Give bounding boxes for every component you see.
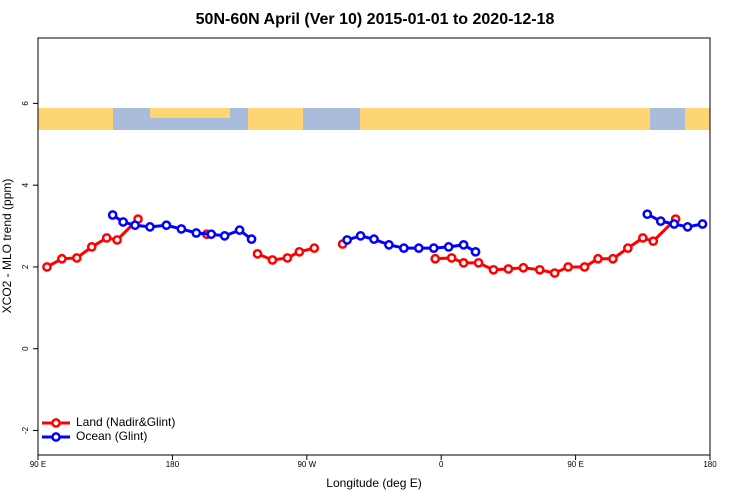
- point: [42, 262, 52, 272]
- map-land: [150, 108, 230, 118]
- point: [563, 262, 573, 272]
- y-axis-title: XCO2 - MLO trend (ppm): [0, 179, 14, 314]
- point: [267, 255, 278, 265]
- y-tick-label: 2: [21, 264, 30, 269]
- point: [234, 225, 245, 235]
- legend-marker: [51, 418, 61, 428]
- legend-label: Ocean (Glint): [76, 429, 147, 443]
- point: [246, 234, 257, 244]
- point: [219, 231, 230, 241]
- point: [384, 240, 394, 250]
- point: [355, 231, 366, 241]
- map-land: [360, 108, 650, 130]
- point: [697, 219, 708, 229]
- point: [118, 217, 128, 227]
- y-tick-label: 0: [21, 346, 30, 351]
- point: [473, 258, 484, 268]
- point: [145, 222, 155, 232]
- point: [101, 233, 112, 243]
- x-tick-label: 90 W: [297, 460, 316, 469]
- x-tick-label: 0: [439, 460, 444, 469]
- point: [682, 222, 693, 232]
- point: [191, 228, 202, 238]
- point: [342, 235, 352, 245]
- point: [503, 264, 514, 274]
- point: [642, 209, 653, 220]
- point: [176, 224, 187, 234]
- point: [458, 258, 469, 268]
- point: [579, 262, 590, 272]
- y-tick-label: 6: [21, 101, 30, 106]
- point: [534, 264, 545, 275]
- point: [112, 235, 122, 245]
- x-tick-label: 180: [166, 460, 180, 469]
- map-land: [38, 108, 113, 130]
- point: [648, 236, 659, 247]
- point: [130, 220, 140, 231]
- point: [399, 243, 409, 253]
- point: [430, 253, 441, 264]
- point: [309, 243, 320, 253]
- point: [443, 242, 454, 252]
- point: [107, 210, 118, 220]
- point: [57, 253, 67, 264]
- point: [518, 262, 529, 273]
- point: [252, 249, 263, 259]
- point: [470, 246, 481, 257]
- point: [282, 253, 293, 263]
- point: [488, 264, 499, 275]
- point: [369, 234, 379, 244]
- x-tick-label: 180: [703, 460, 717, 469]
- legend-label: Land (Nadir&Glint): [76, 415, 175, 429]
- plot-frame: [37, 37, 711, 456]
- x-tick-label: 90 E: [30, 460, 46, 469]
- point: [86, 242, 97, 252]
- point: [206, 229, 217, 240]
- point: [608, 253, 618, 264]
- point: [71, 253, 82, 263]
- point: [458, 240, 469, 250]
- point: [549, 268, 560, 278]
- point: [655, 216, 666, 227]
- chart-title: 50N-60N April (Ver 10) 2015-01-01 to 202…: [196, 11, 555, 28]
- point: [413, 243, 424, 253]
- point: [637, 233, 648, 243]
- point: [669, 219, 680, 229]
- legend-marker: [51, 432, 61, 442]
- map-land: [685, 108, 710, 130]
- point: [593, 253, 603, 264]
- point: [446, 253, 457, 263]
- x-tick-label: 90 E: [567, 460, 583, 469]
- y-tick-label: 4: [21, 182, 30, 187]
- point: [428, 243, 439, 253]
- point: [623, 243, 633, 253]
- x-axis-title: Longitude (deg E): [326, 476, 421, 490]
- y-tick-label: -2: [21, 426, 30, 434]
- point: [161, 220, 172, 231]
- point: [294, 246, 305, 257]
- map-strip: [38, 108, 710, 130]
- map-land: [248, 108, 303, 130]
